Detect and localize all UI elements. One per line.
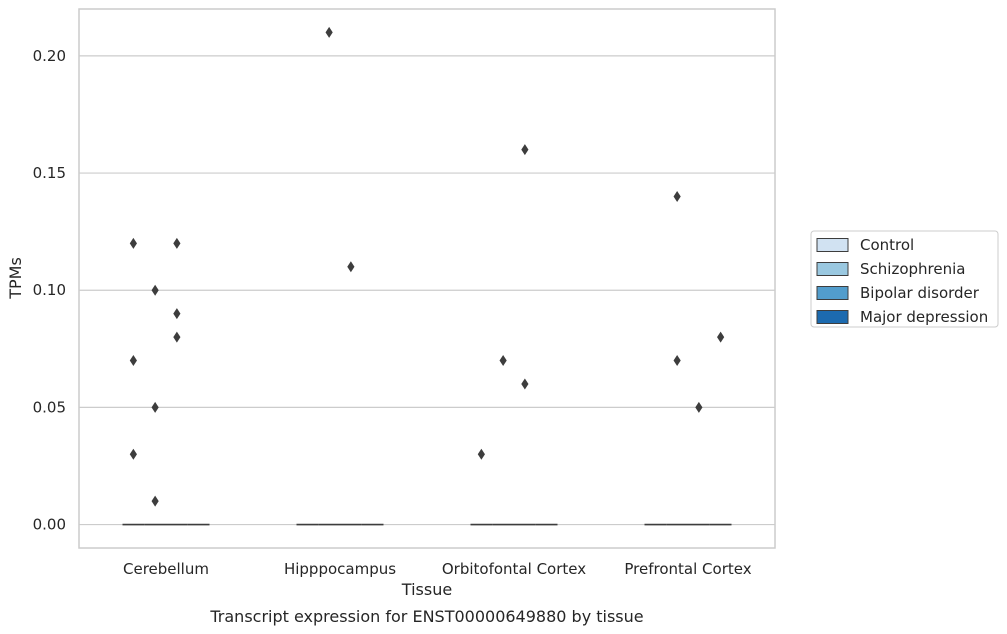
outlier-points xyxy=(129,26,725,507)
legend-label: Control xyxy=(860,236,914,254)
outlier-point xyxy=(129,448,137,460)
outlier-point xyxy=(173,308,181,320)
y-tick-label: 0.20 xyxy=(33,47,66,65)
outlier-point xyxy=(477,448,485,460)
legend-items: Control Schizophrenia Bipolar disorder Majo… xyxy=(816,236,988,326)
legend-label: Schizophrenia xyxy=(860,260,965,278)
y-axis-label: TPMs xyxy=(6,257,25,300)
y-tick-label: 0.00 xyxy=(33,516,66,534)
legend-label: Major depression xyxy=(860,308,988,326)
outlier-point xyxy=(695,401,703,413)
legend-swatch xyxy=(816,262,849,276)
outlier-point xyxy=(151,401,159,413)
x-tick-label: Orbitofontal Cortex xyxy=(442,560,586,578)
legend-label: Bipolar disorder xyxy=(860,284,980,302)
plot-frame xyxy=(78,8,776,549)
outlier-point xyxy=(129,355,137,367)
chart-caption: Transcript expression for ENST0000064988… xyxy=(209,607,643,626)
outlier-point xyxy=(521,144,529,156)
outlier-point xyxy=(129,237,137,249)
y-tick-label: 0.10 xyxy=(33,281,66,299)
legend-swatch xyxy=(816,286,849,300)
legend-swatch xyxy=(816,310,849,324)
x-tick-label: Hipppocampus xyxy=(284,560,396,578)
y-tick-label: 0.05 xyxy=(33,398,66,416)
y-tick-labels: 0.00 0.05 0.10 0.15 0.20 xyxy=(33,47,66,534)
outlier-point xyxy=(173,237,181,249)
legend-frame xyxy=(810,230,999,328)
x-axis-label: Tissue xyxy=(401,580,452,599)
outlier-point xyxy=(347,261,355,273)
outlier-point xyxy=(673,190,681,202)
outlier-point xyxy=(717,331,725,343)
outlier-point xyxy=(521,378,529,390)
x-tick-label: Prefrontal Cortex xyxy=(624,560,751,578)
legend: Control Schizophrenia Bipolar disorder Majo… xyxy=(810,230,999,328)
outlier-point xyxy=(151,495,159,507)
x-tick-label: Cerebellum xyxy=(123,560,209,578)
outlier-point xyxy=(325,26,333,38)
outlier-point xyxy=(673,355,681,367)
outlier-point xyxy=(499,355,507,367)
outlier-point xyxy=(151,284,159,296)
grid-lines xyxy=(79,55,775,526)
outlier-point xyxy=(173,331,181,343)
x-tick-labels: Cerebellum Hipppocampus Orbitofontal Corte… xyxy=(123,560,752,578)
legend-swatch xyxy=(816,238,849,252)
y-tick-label: 0.15 xyxy=(33,164,66,182)
